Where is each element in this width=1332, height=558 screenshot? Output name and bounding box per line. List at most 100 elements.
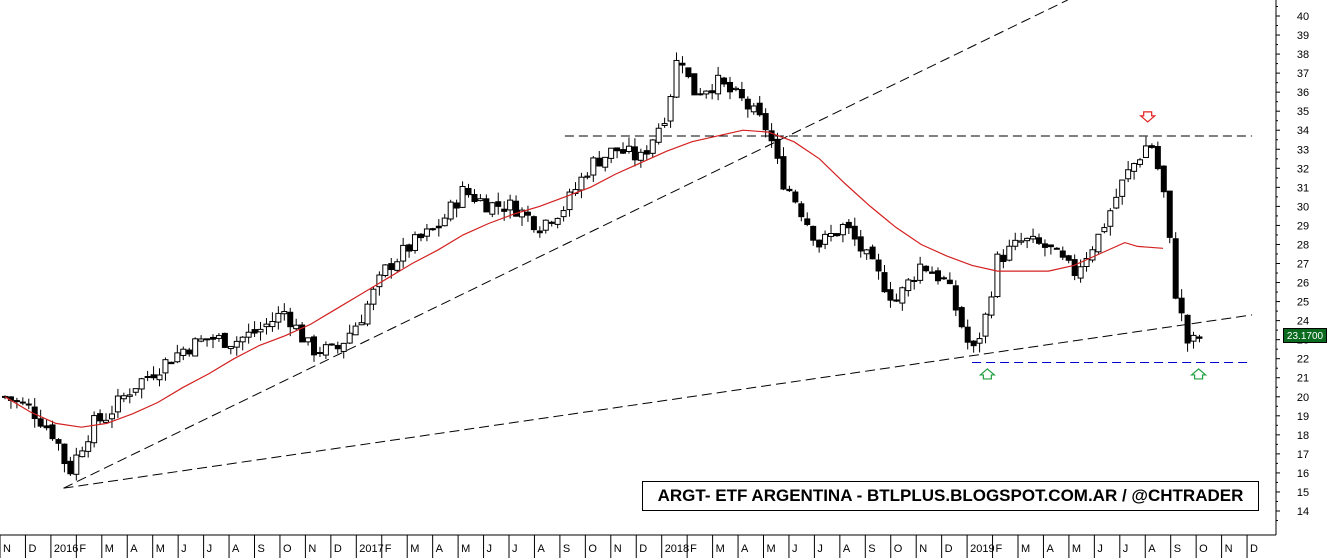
candle-body (703, 90, 710, 95)
candle-body (417, 233, 424, 239)
candle-body (905, 279, 912, 292)
candle-body (61, 443, 68, 465)
candle-body (952, 285, 959, 311)
candle-body (388, 263, 395, 271)
candle-body (899, 287, 906, 304)
x-month-label: A (232, 543, 240, 555)
y-tick-label: 20 (1297, 392, 1309, 404)
candle-body (768, 130, 775, 142)
x-month-label: D (334, 543, 342, 555)
candle-body (227, 345, 234, 350)
x-month-label: M (1072, 543, 1081, 555)
candle-body (1047, 244, 1054, 248)
y-tick-label: 25 (1297, 297, 1309, 309)
y-tick-label: 36 (1297, 87, 1309, 99)
candle-body (566, 191, 573, 211)
candle-body (1065, 255, 1072, 261)
candle-body (560, 210, 567, 218)
candle-body (934, 270, 941, 282)
candle-body (1018, 240, 1025, 243)
candle-body (43, 425, 50, 429)
candle-body (459, 186, 466, 208)
candle-body (340, 342, 347, 352)
candle-body (483, 198, 490, 213)
y-tick-label: 26 (1297, 278, 1309, 290)
x-month-label: M (410, 543, 419, 555)
moving-average-line (4, 129, 1164, 428)
chart-title-box: ARGT- ETF ARGENTINA - BTLPLUS.BLOGSPOT.C… (642, 481, 1259, 511)
candle-body (346, 332, 353, 344)
candle-body (721, 77, 728, 85)
candle-body (144, 376, 151, 379)
x-month-label: N (308, 543, 316, 555)
candle-body (233, 340, 240, 348)
candle-body (180, 348, 187, 356)
trend-lines (63, 0, 1253, 489)
candle-body (215, 335, 222, 339)
y-tick-label: 32 (1297, 163, 1309, 175)
candle-body (774, 138, 781, 159)
candle-body (114, 395, 121, 413)
x-month-label: 2017 (359, 543, 383, 555)
candle-body (970, 340, 977, 347)
x-month-label: A (1046, 543, 1054, 555)
candle-body (79, 450, 86, 458)
candle-body (994, 253, 1001, 298)
candle-body (982, 313, 989, 337)
x-month-label: 2018 (665, 543, 689, 555)
x-month-label: O (894, 543, 903, 555)
candle-body (311, 336, 318, 356)
candle-body (507, 199, 514, 211)
candle-body (489, 202, 496, 215)
x-month-label: J (207, 543, 213, 555)
candle-body (275, 312, 282, 323)
candle-body (447, 201, 454, 220)
candle-body (887, 289, 894, 301)
candle-body (875, 259, 882, 272)
candle-body (120, 395, 127, 400)
candle-body (833, 233, 840, 237)
candle-body (1190, 334, 1197, 342)
candle-body (477, 198, 484, 202)
candle-body (334, 344, 341, 350)
candle-body (726, 81, 733, 93)
x-month-label: A (843, 543, 851, 555)
x-month-label: A (537, 543, 545, 555)
candle-body (132, 388, 139, 393)
x-month-label: O (283, 543, 292, 555)
x-month-label: O (1199, 543, 1208, 555)
candle-body (156, 374, 163, 381)
candle-body (1154, 146, 1161, 170)
x-month-label: S (1174, 543, 1181, 555)
y-tick-label: 28 (1297, 239, 1309, 251)
candle-body (590, 157, 597, 176)
x-month-label: D (945, 543, 953, 555)
candle-body (1059, 250, 1066, 258)
candle-body (263, 323, 270, 328)
candle-body (55, 439, 62, 444)
candle-body (269, 320, 276, 328)
candle-body (602, 156, 609, 168)
candle-body (786, 188, 793, 192)
candle-body (839, 224, 846, 236)
candle-body (376, 274, 383, 288)
y-tick-label: 33 (1297, 144, 1309, 156)
candle-body (257, 328, 264, 333)
moving-average (4, 129, 1164, 428)
candle-body (822, 233, 829, 245)
candle-body (798, 203, 805, 218)
candle-body (209, 336, 216, 340)
candle-body (596, 157, 603, 167)
candle-body (192, 338, 199, 357)
candle-body (679, 62, 686, 66)
x-month-label: J (1097, 543, 1103, 555)
candle-body (661, 123, 668, 127)
x-month-label: J (792, 543, 798, 555)
candle-body (869, 246, 876, 260)
candle-body (780, 156, 787, 190)
x-month-label: F (690, 543, 697, 555)
candle-body (643, 150, 650, 155)
line-trend-long-1 (63, 0, 1068, 489)
candle-body (655, 127, 662, 143)
